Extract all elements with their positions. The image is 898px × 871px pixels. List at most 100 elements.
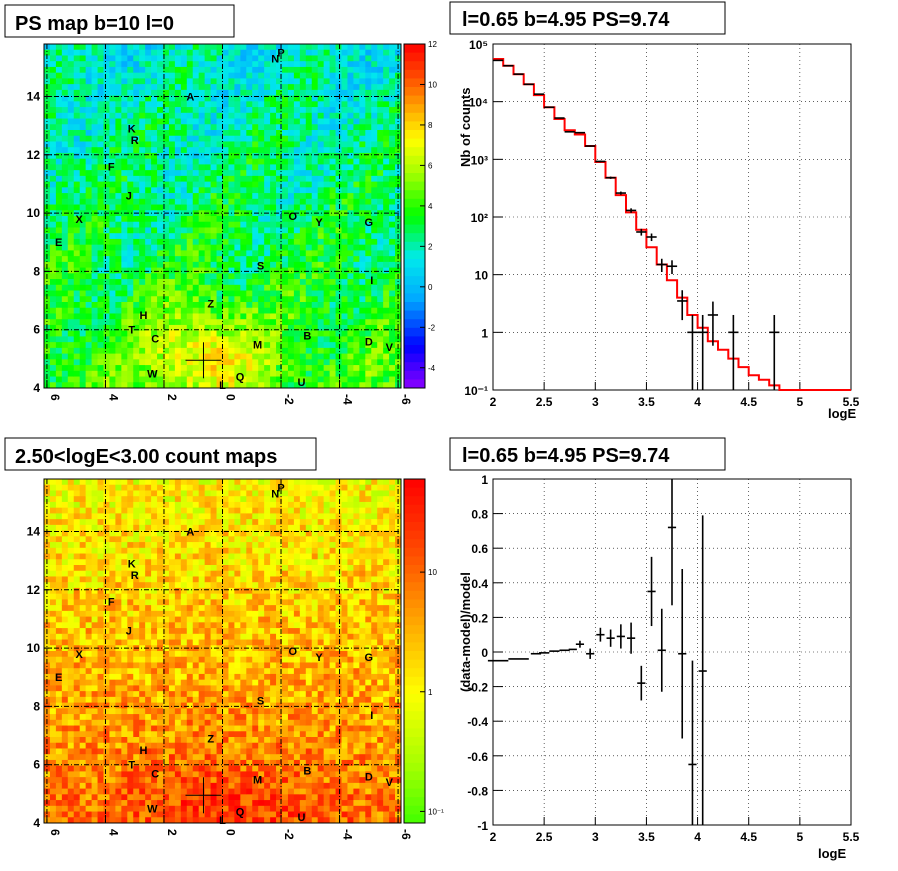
- heat-cell: [258, 198, 265, 205]
- heat-cell: [85, 244, 92, 251]
- heat-cell: [133, 656, 140, 663]
- heat-cell: [287, 238, 295, 246]
- heat-cell: [151, 633, 158, 640]
- heat-cell: [49, 542, 57, 549]
- heat-cell: [192, 290, 200, 297]
- heat-cell: [109, 152, 116, 160]
- heat-cell: [91, 633, 98, 640]
- heat-cell: [44, 290, 51, 297]
- heat-cell: [121, 170, 128, 177]
- heat-cell: [97, 507, 104, 514]
- heat-cell: [240, 227, 247, 234]
- heat-cell: [335, 256, 342, 263]
- heat-cell: [121, 181, 128, 188]
- heat-cell: [49, 656, 57, 663]
- heat-cell: [204, 44, 211, 51]
- heat-cell: [103, 788, 110, 795]
- heat-cell: [127, 198, 134, 205]
- heat-cell: [49, 227, 57, 234]
- heat-cell: [180, 336, 188, 343]
- heat-cell: [323, 370, 330, 377]
- heat-cell: [186, 112, 194, 119]
- heat-cell: [246, 107, 253, 114]
- heat-cell: [157, 570, 164, 577]
- heat-cell: [264, 313, 271, 320]
- heat-cell: [299, 61, 307, 68]
- heat-cell: [210, 284, 217, 291]
- heat-cell: [234, 61, 241, 68]
- heat-cell: [347, 370, 354, 377]
- heat-cell: [85, 135, 92, 142]
- heat-cell: [61, 662, 69, 669]
- heat-cell: [145, 513, 152, 520]
- heat-cell: [335, 135, 342, 142]
- heat-cell: [67, 221, 75, 228]
- heat-cell: [383, 221, 390, 228]
- heat-cell: [204, 227, 211, 234]
- heat-cell: [222, 170, 229, 177]
- heat-cell: [115, 794, 122, 801]
- heat-cell: [365, 376, 372, 383]
- heat-cell: [264, 61, 271, 68]
- heat-cell: [121, 633, 128, 640]
- heat-cell: [305, 141, 313, 148]
- heat-cell: [67, 639, 75, 646]
- heat-cell: [85, 175, 92, 182]
- heat-cell: [270, 324, 277, 332]
- heat-cell: [359, 267, 366, 274]
- heat-cell: [234, 284, 241, 291]
- heat-cell: [85, 347, 92, 354]
- heat-cell: [341, 135, 348, 142]
- heat-cell: [85, 61, 92, 68]
- heat-cell: [55, 204, 63, 211]
- heat-cell: [353, 238, 360, 246]
- heat-cell: [151, 175, 158, 182]
- heat-cell: [311, 95, 319, 102]
- heat-cell: [163, 152, 170, 160]
- heat-cell: [258, 261, 265, 268]
- colorbar-step: [404, 164, 425, 174]
- heat-cell: [61, 359, 69, 366]
- heat-cell: [305, 359, 313, 366]
- heat-cell: [49, 691, 57, 698]
- heat-cell: [55, 651, 63, 658]
- heat-cell: [115, 696, 122, 703]
- heat-cell: [240, 279, 247, 286]
- heat-cell: [127, 673, 134, 681]
- heat-cell: [121, 536, 128, 543]
- heat-cell: [395, 187, 402, 194]
- heat-cell: [73, 553, 81, 560]
- heat-cell: [371, 359, 378, 366]
- colorbar-step: [404, 241, 425, 251]
- heat-cell: [287, 359, 295, 366]
- heat-cell: [240, 336, 247, 343]
- heat-cell: [121, 66, 128, 74]
- heat-cell: [44, 216, 51, 223]
- heat-cell: [383, 175, 390, 182]
- heat-cell: [145, 307, 152, 314]
- heat-cell: [145, 553, 152, 560]
- heat-cell: [353, 273, 360, 280]
- heat-cell: [293, 330, 301, 337]
- heat-cell: [139, 267, 146, 274]
- heat-cell: [151, 748, 158, 755]
- heat-cell: [276, 204, 283, 211]
- heat-cell: [246, 296, 253, 303]
- source-label: P: [277, 48, 284, 60]
- heat-cell: [264, 141, 271, 148]
- heat-cell: [127, 719, 134, 726]
- heat-cell: [276, 284, 283, 291]
- heat-cell: [85, 702, 92, 709]
- heat-cell: [139, 198, 146, 205]
- heat-cell: [258, 279, 265, 286]
- heat-cell: [44, 542, 51, 549]
- heat-cell: [139, 656, 146, 663]
- heat-cell: [252, 72, 259, 79]
- heat-cell: [216, 342, 223, 349]
- heat-cell: [49, 72, 57, 79]
- heat-cell: [73, 800, 81, 807]
- heat-cell: [85, 250, 92, 257]
- heat-cell: [365, 170, 372, 177]
- heat-cell: [204, 307, 211, 314]
